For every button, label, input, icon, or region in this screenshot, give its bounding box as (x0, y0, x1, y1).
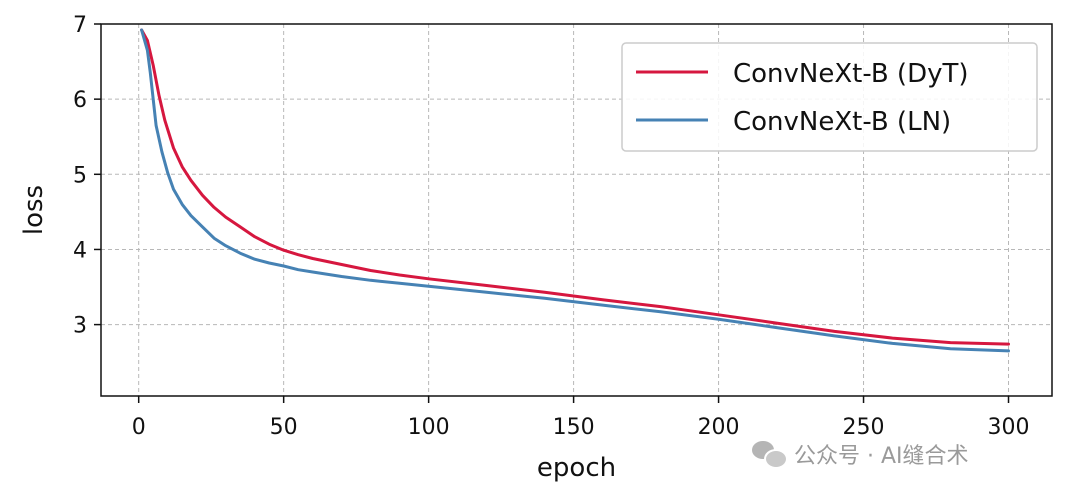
x-tick-label: 300 (988, 415, 1030, 440)
wechat-icon (752, 439, 788, 469)
y-tick-label: 4 (73, 238, 87, 263)
legend: ConvNeXt-B (DyT) ConvNeXt-B (LN) (621, 42, 1038, 152)
x-tick-label: 200 (698, 415, 740, 440)
series-line-ln (140, 28, 1010, 353)
y-tick-label: 7 (73, 13, 87, 38)
y-tick-label: 5 (73, 163, 87, 188)
x-axis-label: epoch (537, 453, 616, 483)
y-tick-label: 6 (73, 88, 87, 113)
series-lines (140, 28, 1010, 353)
x-tick-label: 250 (843, 415, 885, 440)
legend-box (621, 42, 1038, 152)
plot-frame (100, 23, 1053, 397)
watermark-text: 公众号 · AI缝合术 (794, 444, 969, 469)
watermark: 公众号 · AI缝合术 (752, 436, 969, 472)
x-tick-label: 50 (270, 415, 298, 440)
x-tick-label: 100 (408, 415, 450, 440)
series-line-dyt (140, 28, 1010, 346)
y-tick-label: 3 (73, 314, 87, 339)
x-tick-label: 0 (132, 415, 146, 440)
legend-label-ln: ConvNeXt-B (LN) (733, 107, 951, 137)
x-tick-label: 150 (553, 415, 595, 440)
legend-label-dyt: ConvNeXt-B (DyT) (733, 59, 969, 89)
y-axis-label: loss (19, 185, 49, 235)
axis-ticks: 0 50 100 150 200 250 300 3 4 5 6 7 (73, 13, 1030, 440)
